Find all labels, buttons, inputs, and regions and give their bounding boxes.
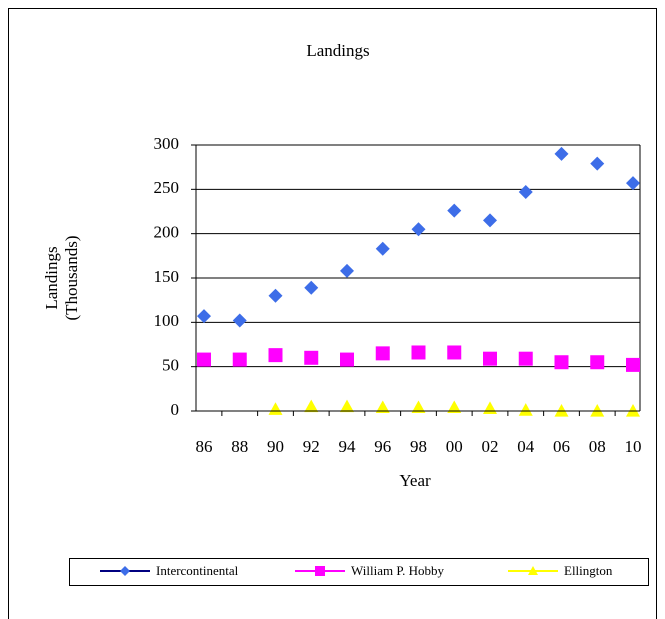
x-tick-label: 86 <box>196 437 213 456</box>
marker <box>197 309 211 324</box>
marker <box>626 357 640 372</box>
x-tick-label: 02 <box>482 437 499 456</box>
marker <box>447 203 462 218</box>
marker <box>411 345 426 360</box>
x-tick-label: 96 <box>374 437 391 456</box>
marker <box>411 222 426 237</box>
marker <box>232 313 247 328</box>
marker <box>315 566 325 576</box>
marker <box>375 400 390 414</box>
legend-box <box>69 558 649 586</box>
y-axis-label-line: (Thousands) <box>62 236 81 321</box>
legend-label: William P. Hobby <box>351 563 445 578</box>
marker <box>483 401 497 414</box>
marker <box>447 345 462 360</box>
marker <box>304 350 319 365</box>
marker <box>518 184 533 199</box>
chart-title: Landings <box>306 41 369 60</box>
marker <box>197 352 211 367</box>
marker <box>528 566 538 575</box>
marker <box>590 404 605 417</box>
legend-label: Intercontinental <box>156 563 239 578</box>
x-tick-label: 90 <box>267 437 284 456</box>
y-axis-label: Landings (Thousands) <box>42 236 81 321</box>
y-tick-label: 0 <box>171 400 180 419</box>
marker <box>304 280 319 295</box>
y-tick-label: 300 <box>154 134 180 153</box>
marker <box>554 146 569 161</box>
x-axis-label: Year <box>399 471 431 490</box>
x-tick-label: 10 <box>625 437 642 456</box>
marker <box>554 404 569 417</box>
y-tick-label: 50 <box>162 356 179 375</box>
marker <box>626 404 640 417</box>
marker <box>447 400 462 414</box>
marker <box>375 346 390 361</box>
marker <box>232 352 247 367</box>
x-tick-label: 06 <box>553 437 570 456</box>
marker <box>268 348 283 363</box>
marker <box>554 355 569 370</box>
marker <box>626 176 640 191</box>
x-tick-label: 98 <box>410 437 427 456</box>
marker <box>518 403 533 416</box>
marker <box>268 402 283 415</box>
y-tick-label: 200 <box>154 223 180 242</box>
marker <box>340 352 354 367</box>
y-axis-label-line: Landings <box>42 246 61 309</box>
marker <box>340 263 354 278</box>
marker <box>340 399 354 413</box>
marker <box>590 156 605 171</box>
marker <box>483 213 497 228</box>
marker <box>483 351 497 366</box>
x-tick-label: 94 <box>339 437 357 456</box>
x-tick-label: 08 <box>589 437 606 456</box>
marker <box>375 241 390 256</box>
y-tick-label: 250 <box>154 178 180 197</box>
chart-border <box>8 8 657 619</box>
x-tick-label: 00 <box>446 437 463 456</box>
marker <box>518 351 533 366</box>
marker <box>268 288 283 303</box>
x-tick-label: 04 <box>517 437 535 456</box>
legend-label: Ellington <box>564 563 613 578</box>
marker <box>411 400 426 414</box>
marker <box>304 399 319 413</box>
x-tick-label: 88 <box>231 437 248 456</box>
marker <box>120 566 130 576</box>
y-tick-label: 150 <box>154 267 180 286</box>
x-tick-label: 92 <box>303 437 320 456</box>
y-tick-label: 100 <box>154 311 180 330</box>
marker <box>590 355 605 370</box>
